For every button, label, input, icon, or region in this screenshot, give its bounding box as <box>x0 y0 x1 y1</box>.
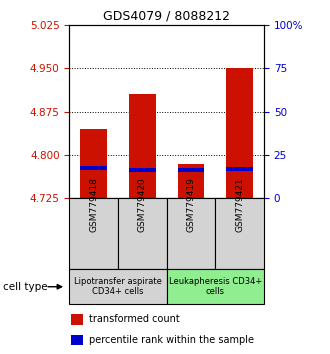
Bar <box>129 167 156 172</box>
Bar <box>178 164 204 198</box>
Text: percentile rank within the sample: percentile rank within the sample <box>89 335 254 345</box>
Text: GSM779420: GSM779420 <box>138 177 147 232</box>
Bar <box>167 269 264 304</box>
Text: Leukapheresis CD34+
cells: Leukapheresis CD34+ cells <box>169 277 262 296</box>
Bar <box>226 167 253 171</box>
Bar <box>129 94 156 198</box>
Bar <box>69 269 167 304</box>
Title: GDS4079 / 8088212: GDS4079 / 8088212 <box>103 9 230 22</box>
Bar <box>226 68 253 198</box>
Bar <box>71 335 83 346</box>
Bar <box>80 166 107 171</box>
Text: cell type: cell type <box>3 282 48 292</box>
Bar <box>69 198 118 269</box>
Text: Lipotransfer aspirate
CD34+ cells: Lipotransfer aspirate CD34+ cells <box>74 277 162 296</box>
Bar <box>71 314 83 325</box>
Text: GSM779421: GSM779421 <box>235 177 244 232</box>
Bar <box>215 198 264 269</box>
Text: transformed count: transformed count <box>89 314 180 325</box>
Bar <box>80 129 107 198</box>
Bar <box>178 168 204 172</box>
Text: GSM779419: GSM779419 <box>186 177 195 232</box>
Bar <box>167 198 215 269</box>
Text: GSM779418: GSM779418 <box>89 177 98 232</box>
Bar <box>118 198 167 269</box>
